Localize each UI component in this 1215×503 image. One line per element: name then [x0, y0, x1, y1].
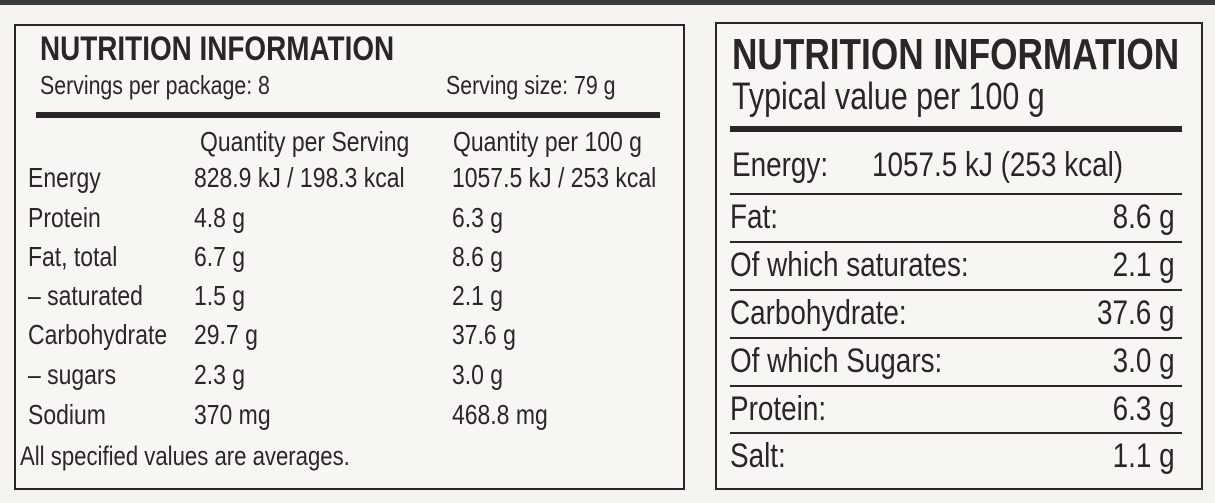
top-edge	[0, 0, 1215, 5]
right-row-name: Carbohydrate:	[730, 294, 907, 332]
thick-divider	[730, 126, 1182, 132]
left-row-serving: 6.7 g	[194, 241, 246, 272]
left-row-serving: 370 mg	[194, 399, 271, 430]
right-title: NUTRITION INFORMATION	[732, 30, 1180, 79]
right-row-name: Fat:	[730, 198, 779, 236]
left-row-serving: 1.5 g	[194, 280, 246, 311]
left-row-per100: 8.6 g	[452, 241, 504, 272]
right-row-value: 2.1 g	[1112, 246, 1175, 284]
right-row-name: Of which Sugars:	[730, 342, 943, 380]
right-row-name: Protein:	[730, 390, 827, 428]
left-row-name: – saturated	[28, 280, 143, 311]
row-divider	[730, 289, 1182, 291]
right-row-name: Salt:	[730, 437, 786, 475]
right-row-value: 1.1 g	[1112, 437, 1175, 475]
col-header-serving: Quantity per Serving	[200, 126, 410, 157]
left-row-serving: 2.3 g	[194, 359, 246, 390]
left-row-name: Protein	[28, 202, 101, 233]
left-row-serving: 4.8 g	[194, 202, 246, 233]
right-row-value: 8.6 g	[1112, 198, 1175, 236]
row-divider	[730, 385, 1182, 387]
thick-divider	[36, 112, 660, 118]
row-divider	[730, 432, 1182, 434]
left-title: NUTRITION INFORMATION	[40, 30, 395, 68]
left-row-per100: 6.3 g	[452, 202, 504, 233]
left-row-per100: 3.0 g	[452, 359, 504, 390]
left-row-name: – sugars	[28, 359, 117, 390]
left-row-serving: 29.7 g	[194, 319, 258, 350]
nutrition-label-left	[14, 24, 685, 490]
right-subtitle: Typical value per 100 g	[732, 76, 1045, 118]
energy-name: Energy:	[732, 146, 829, 184]
left-row-per100: 468.8 mg	[452, 399, 548, 430]
right-row-value: 3.0 g	[1112, 342, 1175, 380]
col-header-100g: Quantity per 100 g	[453, 126, 642, 157]
left-row-serving: 828.9 kJ / 198.3 kcal	[194, 162, 405, 193]
servings-per-package: Servings per package: 8	[40, 70, 270, 100]
energy-value: 1057.5 kJ (253 kcal)	[872, 146, 1124, 184]
footnote: All specified values are averages.	[20, 441, 350, 471]
row-divider	[730, 193, 1182, 195]
left-row-per100: 37.6 g	[452, 319, 516, 350]
row-divider	[730, 337, 1182, 339]
right-row-value: 6.3 g	[1112, 390, 1175, 428]
left-row-name: Carbohydrate	[28, 319, 168, 350]
left-row-per100: 2.1 g	[452, 280, 504, 311]
left-row-per100: 1057.5 kJ / 253 kcal	[452, 162, 657, 193]
nutrition-label-right	[715, 22, 1203, 490]
left-row-name: Sodium	[28, 399, 106, 430]
serving-size: Serving size: 79 g	[446, 70, 616, 100]
row-divider	[730, 241, 1182, 243]
left-row-name: Energy	[28, 162, 101, 193]
right-row-name: Of which saturates:	[730, 246, 969, 284]
left-row-name: Fat, total	[28, 241, 118, 272]
right-row-value: 37.6 g	[1097, 294, 1175, 332]
